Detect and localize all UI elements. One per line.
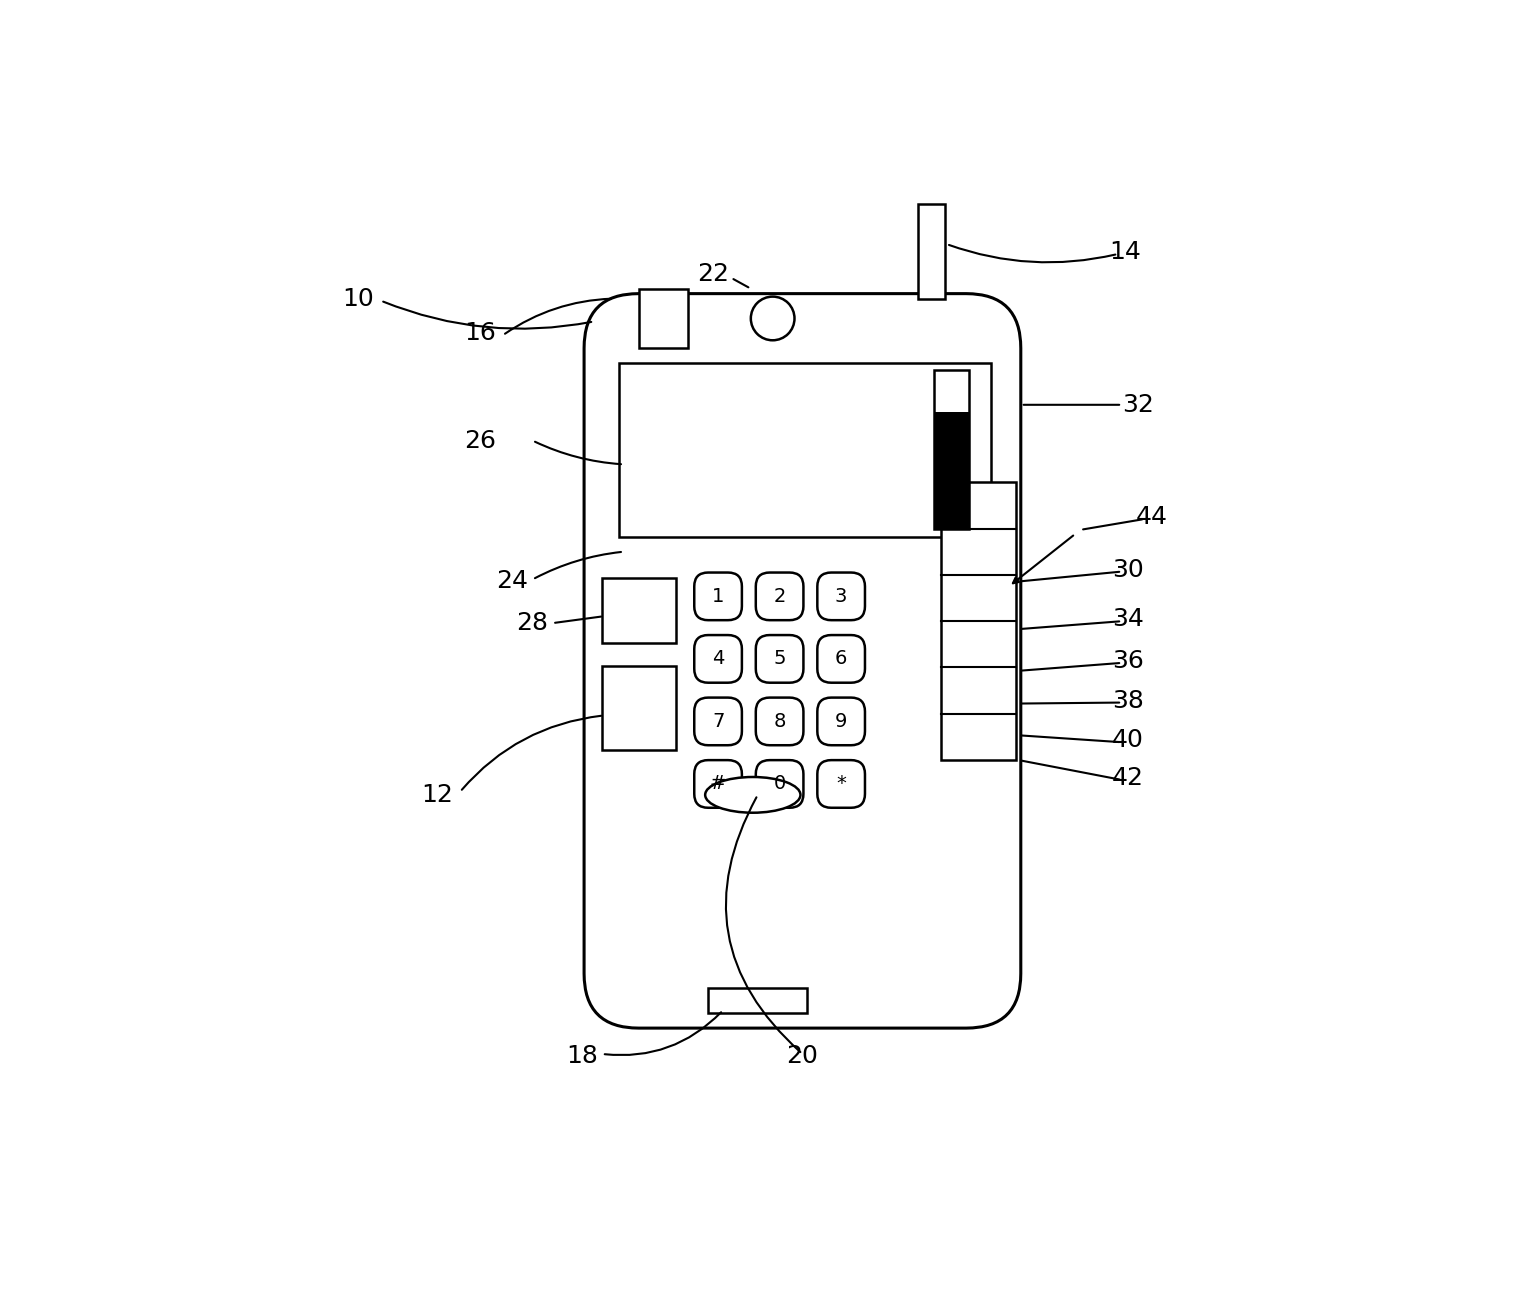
Bar	[935, 411, 970, 528]
Text: 34: 34	[1112, 607, 1144, 632]
Text: 14: 14	[1109, 240, 1141, 264]
Bar	[602, 579, 676, 643]
Bar	[935, 370, 970, 528]
Text: 8: 8	[773, 712, 786, 731]
Text: 22: 22	[698, 262, 728, 286]
Text: 36: 36	[1112, 648, 1144, 673]
Text: 9: 9	[835, 712, 847, 731]
Text: 44: 44	[1136, 505, 1168, 528]
Text: 6: 6	[835, 650, 847, 669]
Bar	[935, 370, 970, 411]
Text: 26: 26	[464, 428, 496, 452]
Text: 18: 18	[567, 1044, 599, 1067]
FancyBboxPatch shape	[756, 697, 803, 745]
FancyBboxPatch shape	[695, 761, 742, 808]
Circle shape	[751, 296, 794, 340]
Text: 4: 4	[712, 650, 724, 669]
Text: 10: 10	[342, 286, 374, 311]
FancyBboxPatch shape	[756, 635, 803, 683]
FancyBboxPatch shape	[817, 761, 864, 808]
Text: 42: 42	[1112, 766, 1144, 790]
Text: #: #	[710, 775, 727, 794]
Text: 24: 24	[496, 570, 528, 593]
Text: 16: 16	[464, 321, 496, 345]
Text: 38: 38	[1112, 688, 1144, 713]
Text: 28: 28	[516, 611, 548, 635]
Bar	[709, 989, 808, 1013]
Text: 5: 5	[773, 650, 786, 669]
FancyBboxPatch shape	[695, 572, 742, 620]
Text: 7: 7	[712, 712, 724, 731]
Text: 30: 30	[1112, 558, 1144, 581]
Text: 20: 20	[786, 1044, 818, 1067]
FancyBboxPatch shape	[817, 697, 864, 745]
Bar	[941, 482, 1015, 761]
FancyBboxPatch shape	[817, 572, 864, 620]
Bar	[638, 289, 689, 348]
FancyBboxPatch shape	[756, 761, 803, 808]
Text: 2: 2	[773, 586, 786, 606]
Text: 32: 32	[1122, 393, 1154, 416]
Text: 3: 3	[835, 586, 847, 606]
FancyBboxPatch shape	[695, 635, 742, 683]
Ellipse shape	[705, 777, 800, 813]
Bar	[602, 666, 676, 750]
Text: 0: 0	[774, 775, 786, 794]
FancyBboxPatch shape	[756, 572, 803, 620]
Text: 1: 1	[712, 586, 724, 606]
Text: 12: 12	[421, 782, 454, 807]
Bar	[618, 363, 991, 536]
FancyBboxPatch shape	[817, 635, 864, 683]
Text: 40: 40	[1112, 728, 1144, 753]
FancyBboxPatch shape	[695, 697, 742, 745]
Bar	[918, 205, 945, 299]
Text: *: *	[837, 775, 846, 794]
